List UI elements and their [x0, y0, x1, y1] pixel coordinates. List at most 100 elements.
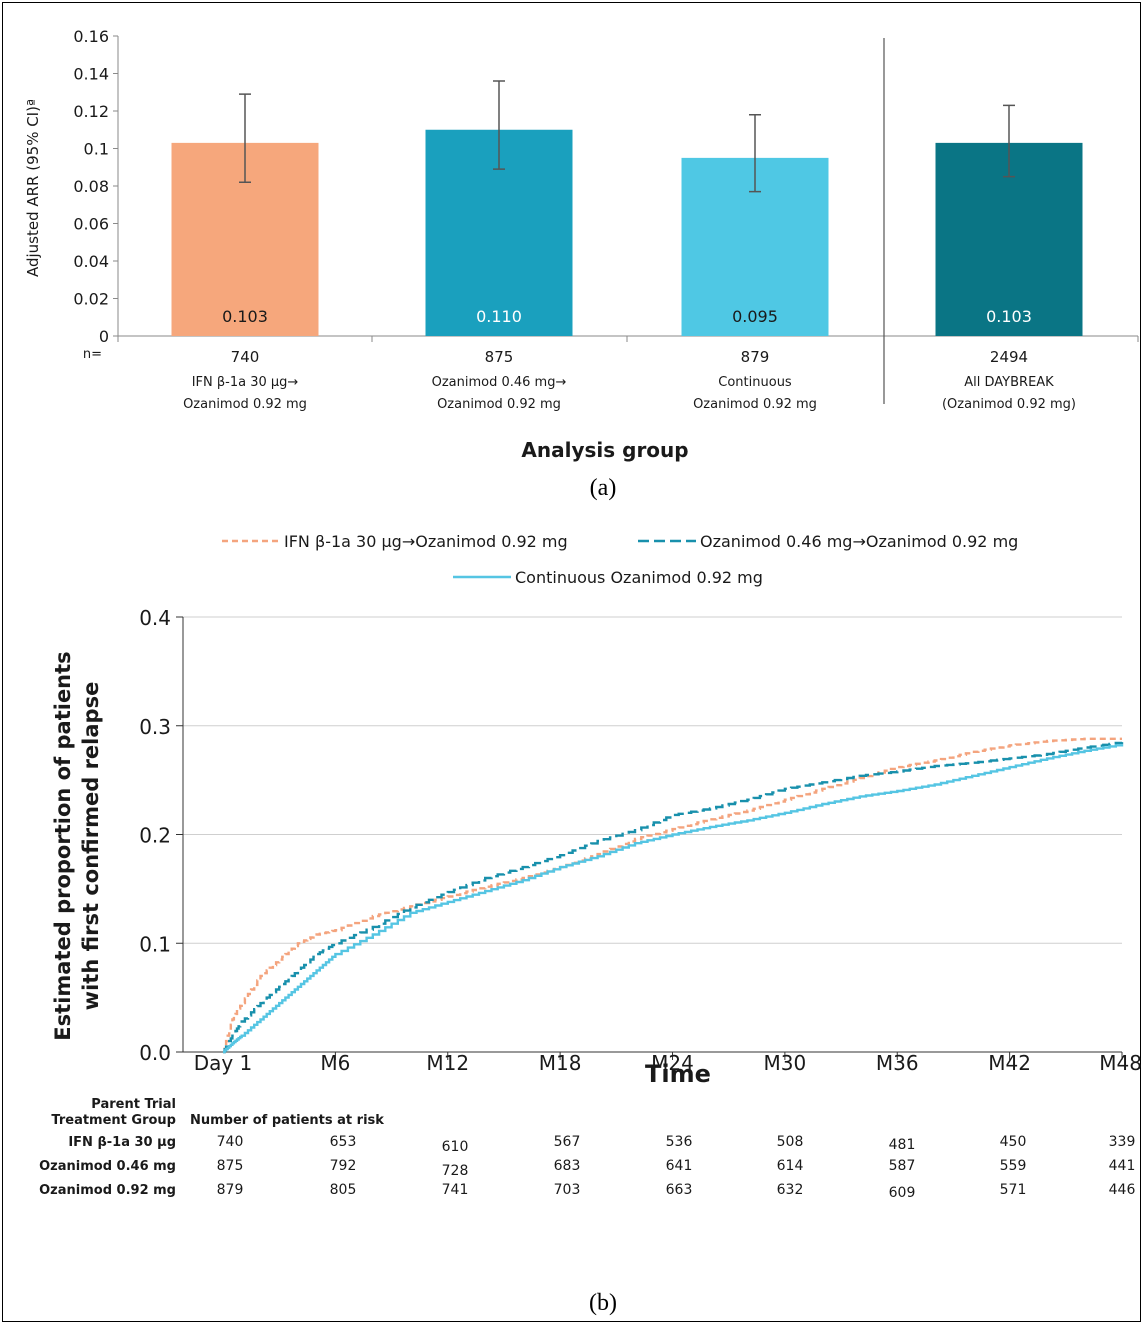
panel-a-category-label-line2: Ozanimod 0.92 mg — [183, 397, 307, 412]
risk-table-cell: 536 — [666, 1134, 693, 1150]
risk-table-header-line2: Treatment Group — [51, 1113, 176, 1128]
panel-b-series — [223, 737, 1124, 1054]
panel-a-bar-value-label: 0.095 — [732, 307, 778, 326]
risk-table-cell: 792 — [330, 1158, 357, 1174]
panel-a-category-label-line1: Continuous — [718, 375, 792, 390]
panel-b-x-tick-label: M42 — [988, 1051, 1031, 1075]
panel-a-n-label: n= — [83, 347, 102, 362]
panel-a-category-n: 875 — [485, 348, 514, 366]
panel-a-x-axis-label: Analysis group — [521, 438, 688, 462]
panel-b-y-tick-label: 0.4 — [139, 606, 171, 630]
risk-table-cell: 653 — [330, 1134, 357, 1150]
panel-a-y-axis: 0 0.02 0.04 0.06 0.08 0.1 0.12 0.14 0.16 — [73, 27, 1139, 346]
panel-a-category-label-line1: Ozanimod 0.46 mg→ — [432, 375, 567, 390]
panel-a-y-tick-label: 0.08 — [73, 177, 109, 196]
risk-table-cell: 339 — [1109, 1134, 1136, 1150]
risk-table-subheader: Number of patients at risk — [190, 1113, 384, 1128]
risk-table-cell: 609 — [889, 1185, 916, 1201]
panel-b-y-axis-label-line2: with first confirmed relapse — [79, 682, 103, 1011]
risk-table-cell: 805 — [330, 1182, 357, 1198]
panel-b-x-axis: Day 1 M6 M12 M18 M24 M30 M36 M42 M48 — [183, 1051, 1142, 1075]
panel-a-bar-value-label: 0.110 — [476, 307, 522, 326]
panel-a-bar-value-label: 0.103 — [986, 307, 1032, 326]
risk-table-cell: 703 — [554, 1182, 581, 1198]
panel-a-y-tick-label: 0.1 — [84, 140, 109, 159]
risk-table: Parent Trial Treatment Group Number of p… — [39, 1097, 1135, 1201]
panel-a-y-tick-label: 0.12 — [73, 102, 109, 121]
risk-table-cell: 450 — [1000, 1134, 1027, 1150]
panel-b-y-axis-label-line1: Estimated proportion of patients — [51, 651, 75, 1040]
panel-b-series-line-0 — [223, 737, 1122, 1054]
risk-table-cell: 632 — [777, 1182, 804, 1198]
panel-a-y-tick-label: 0 — [99, 327, 109, 346]
panel-b-line-chart: IFN β-1a 30 µg→Ozanimod 0.92 mg Ozanimod … — [39, 532, 1142, 1316]
risk-table-cell: 508 — [777, 1134, 804, 1150]
risk-table-header-line1: Parent Trial — [91, 1097, 176, 1112]
risk-table-row-label: Ozanimod 0.46 mg — [39, 1159, 176, 1174]
risk-table-cell: 587 — [889, 1158, 916, 1174]
risk-table-cell: 879 — [217, 1182, 244, 1198]
panel-b-x-tick-label: M24 — [651, 1051, 694, 1075]
panel-a-y-tick-label: 0.02 — [73, 290, 109, 309]
risk-table-cell: 728 — [442, 1163, 469, 1179]
panel-b-y-tick-label: 0.0 — [139, 1041, 171, 1065]
panel-b-x-tick-label: M6 — [320, 1051, 350, 1075]
panel-b-x-axis-label: Time — [645, 1060, 711, 1088]
panel-b-x-tick-label: M36 — [876, 1051, 919, 1075]
panel-b-legend: IFN β-1a 30 µg→Ozanimod 0.92 mg Ozanimod … — [222, 532, 1018, 587]
panel-a-category-n: 2494 — [990, 348, 1028, 366]
risk-table-cell: 663 — [666, 1182, 693, 1198]
panel-a-category-labels: 740 IFN β-1a 30 µg→ Ozanimod 0.92 mg 875 Oza… — [183, 348, 1076, 412]
risk-table-cell: 441 — [1109, 1158, 1136, 1174]
risk-table-cell: 567 — [554, 1134, 581, 1150]
panel-b-gridlines — [183, 616, 1122, 944]
panel-b-x-tick-label: Day 1 — [194, 1051, 253, 1075]
panel-b-y-tick-label: 0.1 — [139, 932, 171, 956]
risk-table-cell: 614 — [777, 1158, 804, 1174]
legend-entry-label: Ozanimod 0.46 mg→Ozanimod 0.92 mg — [700, 532, 1018, 551]
panel-a-category-label-line2: Ozanimod 0.92 mg — [437, 397, 561, 412]
panel-a-category-label-line2: Ozanimod 0.92 mg — [693, 397, 817, 412]
panel-b-x-tick-label: M12 — [426, 1051, 469, 1075]
panel-a-category-label-line1: All DAYBREAK — [964, 375, 1054, 390]
panel-a-y-tick-label: 0.04 — [73, 252, 109, 271]
panel-b-y-tick-label: 0.2 — [139, 824, 171, 848]
risk-table-rows: IFN β-1a 30 µg 740 653 610 567 536 508 481 450 33… — [39, 1134, 1135, 1201]
panel-b-y-axis: 0.0 0.1 0.2 0.3 0.4 — [139, 606, 184, 1065]
legend-entry-label: IFN β-1a 30 µg→Ozanimod 0.92 mg — [284, 532, 568, 551]
risk-table-row-label: IFN β-1a 30 µg — [68, 1135, 176, 1150]
risk-table-cell: 641 — [666, 1158, 693, 1174]
risk-table-cell: 875 — [217, 1158, 244, 1174]
panel-a-y-tick-label: 0.14 — [73, 65, 109, 84]
panel-b-x-tick-label: M48 — [1099, 1051, 1142, 1075]
risk-table-cell: 446 — [1109, 1182, 1136, 1198]
panel-b-y-tick-label: 0.3 — [139, 715, 171, 739]
panel-a-bars: 0.103 0.110 0.095 0.103 — [171, 80, 1083, 336]
panel-a-bar-chart: 00.020.040.060.080.10.120.140.16 0.103 0.… — [24, 27, 1139, 501]
risk-table-row-label: Ozanimod 0.92 mg — [39, 1183, 176, 1198]
panel-a-y-axis-label: Adjusted ARR (95% CI)ª — [24, 99, 42, 277]
panel-a-y-tick-label: 0.16 — [73, 27, 109, 46]
risk-table-cell: 741 — [442, 1182, 469, 1198]
risk-table-cell: 559 — [1000, 1158, 1027, 1174]
risk-table-cell: 481 — [889, 1137, 916, 1153]
risk-table-cell: 571 — [1000, 1182, 1027, 1198]
panel-a-y-tick-label: 0.06 — [73, 215, 109, 234]
panel-b-caption: (b) — [589, 1290, 617, 1316]
panel-b-series-line-2 — [223, 744, 1124, 1054]
panel-a-category-n: 740 — [231, 348, 260, 366]
risk-table-cell: 740 — [217, 1134, 244, 1150]
panel-a-bar-value-label: 0.103 — [222, 307, 268, 326]
panel-b-series-line-1 — [223, 741, 1124, 1054]
risk-table-cell: 683 — [554, 1158, 581, 1174]
panel-b-x-tick-label: M18 — [539, 1051, 582, 1075]
legend-entry-label: Continuous Ozanimod 0.92 mg — [515, 568, 763, 587]
panel-a-category-label-line2: (Ozanimod 0.92 mg) — [942, 397, 1076, 412]
risk-table-cell: 610 — [442, 1139, 469, 1155]
panel-b-x-tick-label: M30 — [764, 1051, 807, 1075]
panel-a-category-n: 879 — [741, 348, 770, 366]
panel-a-category-label-line1: IFN β-1a 30 µg→ — [192, 375, 299, 390]
panel-a-caption: (a) — [590, 475, 617, 501]
